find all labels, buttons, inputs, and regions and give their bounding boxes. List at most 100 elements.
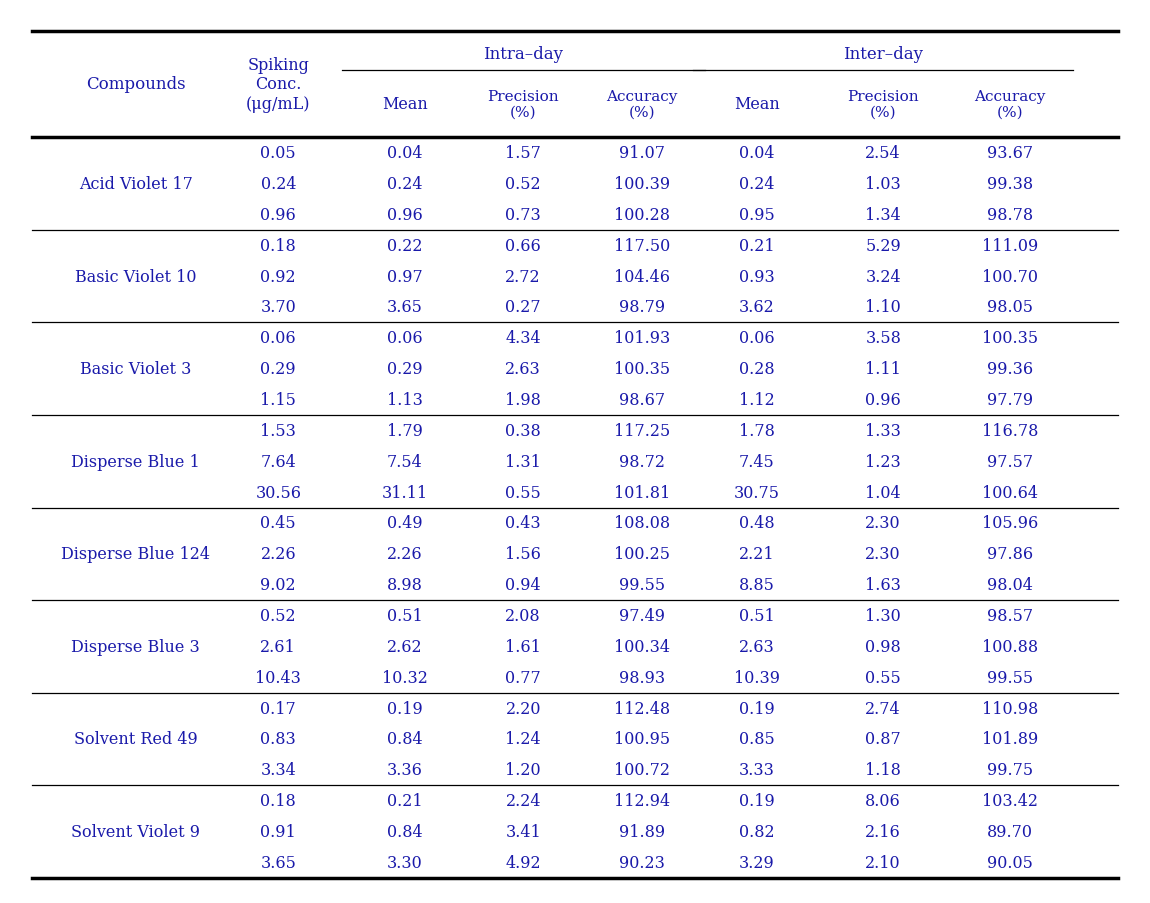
Text: 0.21: 0.21 bbox=[739, 237, 774, 255]
Text: 0.52: 0.52 bbox=[261, 608, 296, 624]
Text: 2.63: 2.63 bbox=[738, 638, 775, 655]
Text: 0.28: 0.28 bbox=[739, 361, 774, 377]
Text: 100.35: 100.35 bbox=[614, 361, 669, 377]
Text: 97.79: 97.79 bbox=[987, 392, 1033, 408]
Text: 1.31: 1.31 bbox=[505, 453, 542, 470]
Text: 0.18: 0.18 bbox=[260, 792, 297, 809]
Text: 0.85: 0.85 bbox=[738, 731, 775, 748]
Text: 1.04: 1.04 bbox=[866, 484, 900, 501]
Text: 3.29: 3.29 bbox=[738, 854, 775, 870]
Text: 93.67: 93.67 bbox=[987, 145, 1033, 162]
Text: 1.57: 1.57 bbox=[505, 145, 542, 162]
Text: 0.83: 0.83 bbox=[260, 731, 297, 748]
Text: 0.97: 0.97 bbox=[386, 268, 423, 285]
Text: 98.72: 98.72 bbox=[619, 453, 665, 470]
Text: 3.24: 3.24 bbox=[866, 268, 900, 285]
Text: Disperse Blue 124: Disperse Blue 124 bbox=[61, 545, 210, 563]
Text: 0.48: 0.48 bbox=[739, 515, 774, 532]
Text: 0.73: 0.73 bbox=[505, 207, 542, 224]
Text: Intra–day: Intra–day bbox=[483, 46, 564, 62]
Text: 2.63: 2.63 bbox=[505, 361, 542, 377]
Text: 0.94: 0.94 bbox=[506, 576, 540, 593]
Text: 101.81: 101.81 bbox=[614, 484, 669, 501]
Text: 98.93: 98.93 bbox=[619, 669, 665, 686]
Text: 0.45: 0.45 bbox=[261, 515, 296, 532]
Text: 7.64: 7.64 bbox=[260, 453, 297, 470]
Text: 10.39: 10.39 bbox=[734, 669, 780, 686]
Text: 98.79: 98.79 bbox=[619, 299, 665, 316]
Text: 2.16: 2.16 bbox=[865, 823, 902, 840]
Text: 8.85: 8.85 bbox=[738, 576, 775, 593]
Text: 0.04: 0.04 bbox=[388, 145, 422, 162]
Text: 0.17: 0.17 bbox=[260, 700, 297, 717]
Text: 8.98: 8.98 bbox=[386, 576, 423, 593]
Text: 0.29: 0.29 bbox=[388, 361, 422, 377]
Text: 1.18: 1.18 bbox=[865, 761, 902, 778]
Text: 100.88: 100.88 bbox=[982, 638, 1037, 655]
Text: 0.55: 0.55 bbox=[505, 484, 542, 501]
Text: 0.18: 0.18 bbox=[260, 237, 297, 255]
Text: Precision
(%): Precision (%) bbox=[488, 89, 559, 120]
Text: 97.86: 97.86 bbox=[987, 545, 1033, 563]
Text: 8.06: 8.06 bbox=[865, 792, 902, 809]
Text: 0.92: 0.92 bbox=[261, 268, 296, 285]
Text: 2.08: 2.08 bbox=[506, 608, 540, 624]
Text: 0.43: 0.43 bbox=[506, 515, 540, 532]
Text: 3.62: 3.62 bbox=[738, 299, 775, 316]
Text: 30.56: 30.56 bbox=[255, 484, 301, 501]
Text: 0.91: 0.91 bbox=[260, 823, 297, 840]
Text: 3.41: 3.41 bbox=[505, 823, 542, 840]
Text: Precision
(%): Precision (%) bbox=[848, 89, 919, 120]
Text: Basic Violet 10: Basic Violet 10 bbox=[75, 268, 197, 285]
Text: 1.61: 1.61 bbox=[505, 638, 542, 655]
Text: Solvent Red 49: Solvent Red 49 bbox=[74, 731, 198, 748]
Text: 2.26: 2.26 bbox=[261, 545, 296, 563]
Text: 99.38: 99.38 bbox=[987, 176, 1033, 193]
Text: 0.24: 0.24 bbox=[739, 176, 774, 193]
Text: 1.13: 1.13 bbox=[386, 392, 423, 408]
Text: 1.63: 1.63 bbox=[865, 576, 902, 593]
Text: 9.02: 9.02 bbox=[261, 576, 296, 593]
Text: 99.36: 99.36 bbox=[987, 361, 1033, 377]
Text: 101.89: 101.89 bbox=[982, 731, 1037, 748]
Text: 0.29: 0.29 bbox=[261, 361, 296, 377]
Text: 101.93: 101.93 bbox=[614, 330, 669, 347]
Text: 3.65: 3.65 bbox=[260, 854, 297, 870]
Text: 0.82: 0.82 bbox=[739, 823, 774, 840]
Text: 0.77: 0.77 bbox=[505, 669, 542, 686]
Text: 7.45: 7.45 bbox=[738, 453, 775, 470]
Text: 0.06: 0.06 bbox=[739, 330, 774, 347]
Text: 31.11: 31.11 bbox=[382, 484, 428, 501]
Text: 89.70: 89.70 bbox=[987, 823, 1033, 840]
Text: 100.64: 100.64 bbox=[982, 484, 1037, 501]
Text: 3.36: 3.36 bbox=[386, 761, 423, 778]
Text: 2.30: 2.30 bbox=[866, 545, 900, 563]
Text: 99.55: 99.55 bbox=[619, 576, 665, 593]
Text: 117.50: 117.50 bbox=[614, 237, 669, 255]
Text: 3.33: 3.33 bbox=[738, 761, 775, 778]
Text: 1.20: 1.20 bbox=[506, 761, 540, 778]
Text: 0.49: 0.49 bbox=[388, 515, 422, 532]
Text: 112.94: 112.94 bbox=[614, 792, 669, 809]
Text: 0.66: 0.66 bbox=[505, 237, 542, 255]
Text: Accuracy
(%): Accuracy (%) bbox=[606, 89, 677, 120]
Text: 98.57: 98.57 bbox=[987, 608, 1033, 624]
Text: 97.49: 97.49 bbox=[619, 608, 665, 624]
Text: Compounds: Compounds bbox=[86, 77, 185, 93]
Text: 100.72: 100.72 bbox=[614, 761, 669, 778]
Text: 1.11: 1.11 bbox=[865, 361, 902, 377]
Text: 105.96: 105.96 bbox=[982, 515, 1037, 532]
Text: 1.78: 1.78 bbox=[738, 423, 775, 440]
Text: 10.43: 10.43 bbox=[255, 669, 301, 686]
Text: 0.19: 0.19 bbox=[738, 700, 775, 717]
Text: 0.93: 0.93 bbox=[738, 268, 775, 285]
Text: 0.96: 0.96 bbox=[865, 392, 902, 408]
Text: 2.62: 2.62 bbox=[388, 638, 422, 655]
Text: 91.89: 91.89 bbox=[619, 823, 665, 840]
Text: Mean: Mean bbox=[734, 97, 780, 113]
Text: 1.30: 1.30 bbox=[865, 608, 902, 624]
Text: 2.30: 2.30 bbox=[866, 515, 900, 532]
Text: 0.19: 0.19 bbox=[386, 700, 423, 717]
Text: 100.28: 100.28 bbox=[614, 207, 669, 224]
Text: Disperse Blue 3: Disperse Blue 3 bbox=[71, 638, 200, 655]
